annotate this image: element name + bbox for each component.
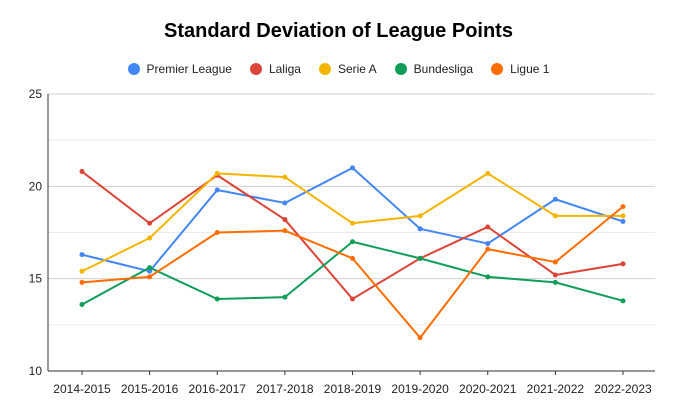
data-point-premier-league	[485, 241, 491, 247]
x-tick-label: 2015-2016	[121, 382, 179, 396]
data-point-serie-a	[620, 213, 626, 219]
data-point-premier-league	[350, 165, 355, 171]
data-point-serie-a	[282, 174, 288, 180]
data-point-bundesliga	[485, 274, 491, 280]
legend-marker	[318, 63, 331, 75]
data-point-bundesliga	[214, 296, 220, 302]
legend-label: Premier League	[146, 62, 232, 76]
x-tick-label: 2021-2022	[527, 382, 585, 396]
data-point-ligue-1	[485, 246, 491, 252]
data-point-premier-league	[79, 252, 85, 258]
data-point-bundesliga	[417, 255, 423, 261]
data-point-bundesliga	[620, 298, 626, 304]
data-point-serie-a	[350, 220, 355, 226]
data-point-serie-a	[79, 268, 85, 274]
legend-label: Laliga	[268, 62, 301, 76]
y-tick-label: 10	[29, 364, 43, 378]
data-point-ligue-1	[147, 274, 153, 280]
y-tick-label: 25	[29, 87, 43, 101]
legend-item-ligue-1: Ligue 1	[491, 62, 549, 76]
y-tick-label: 15	[29, 272, 43, 286]
data-point-laliga	[282, 217, 288, 223]
y-tick-label: 20	[29, 179, 43, 193]
legend-item-laliga: Laliga	[249, 62, 301, 76]
data-point-serie-a	[417, 213, 423, 219]
x-tick-label: 2018-2019	[324, 382, 382, 396]
data-point-serie-a	[214, 170, 220, 176]
data-point-serie-a	[485, 170, 491, 176]
data-point-ligue-1	[214, 230, 220, 235]
legend: Premier League Laliga Serie A Bundesliga Lig…	[0, 62, 677, 76]
data-point-laliga	[485, 224, 491, 230]
data-point-bundesliga	[147, 265, 153, 271]
legend-marker	[127, 63, 140, 75]
legend-item-serie-a: Serie A	[318, 62, 377, 76]
x-tick-label: 2020-2021	[459, 382, 517, 396]
data-point-laliga	[147, 220, 153, 226]
data-point-ligue-1	[620, 204, 626, 210]
data-point-serie-a	[552, 213, 558, 219]
x-tick-label: 2016-2017	[189, 382, 247, 396]
data-point-ligue-1	[79, 279, 85, 285]
legend-marker	[491, 63, 504, 75]
series-line-premier-league	[81, 166, 624, 273]
legend-label: Bundesliga	[413, 62, 474, 76]
data-point-laliga	[350, 296, 355, 302]
legend-marker	[249, 63, 262, 75]
data-point-serie-a	[147, 235, 153, 241]
x-tick-label: 2014-2015	[53, 382, 111, 396]
data-point-bundesliga	[350, 239, 355, 245]
series-line-laliga	[81, 170, 624, 300]
data-point-ligue-1	[552, 259, 558, 265]
data-point-bundesliga	[552, 279, 558, 285]
chart-title: Standard Deviation of League Points	[164, 20, 513, 42]
data-point-laliga	[620, 261, 626, 267]
data-point-ligue-1	[350, 255, 355, 261]
data-point-premier-league	[282, 200, 288, 206]
x-tick-label: 2022-2023	[594, 382, 652, 396]
legend-label: Serie A	[337, 62, 377, 76]
legend-label: Ligue 1	[510, 62, 550, 76]
data-point-ligue-1	[282, 228, 288, 234]
data-point-laliga	[552, 272, 558, 278]
legend-item-premier-league: Premier League	[127, 62, 232, 76]
data-point-laliga	[79, 169, 85, 175]
x-tick-label: 2017-2018	[256, 382, 314, 396]
data-point-premier-league	[417, 226, 423, 232]
data-point-premier-league	[214, 187, 220, 193]
data-point-premier-league	[552, 196, 558, 202]
series-line-bundesliga	[81, 240, 624, 306]
data-point-bundesliga	[282, 294, 288, 300]
x-tick-label: 2019-2020	[391, 382, 449, 396]
data-point-premier-league	[147, 268, 153, 274]
data-point-ligue-1	[417, 335, 423, 341]
data-point-bundesliga	[79, 302, 85, 308]
legend-item-bundesliga: Bundesliga	[394, 62, 474, 76]
data-point-premier-league	[620, 218, 626, 224]
legend-marker	[394, 63, 407, 75]
